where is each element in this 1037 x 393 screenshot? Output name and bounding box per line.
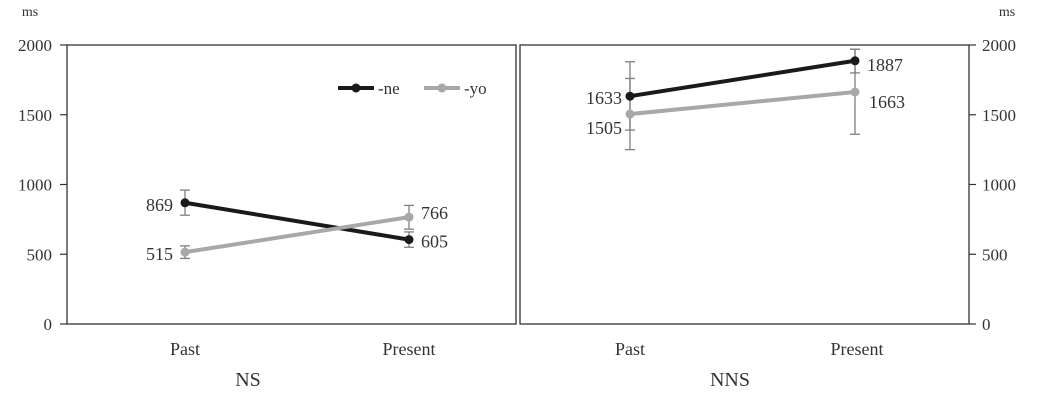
left-y-tick-label: 1000 — [18, 176, 52, 195]
nns-ne-data-label: 1633 — [586, 88, 622, 108]
left-y-tick-label: 1500 — [18, 106, 52, 125]
left-y-unit: ms — [22, 5, 38, 20]
left-x-tick-past: Past — [170, 339, 200, 359]
legend: -ne -yo — [338, 79, 487, 98]
nns-yo-data-label: 1663 — [869, 92, 905, 112]
right-y-tick-label: 0 — [982, 315, 991, 334]
right-y-unit: ms — [999, 5, 1015, 20]
ns-yo-data-label: 766 — [421, 203, 448, 223]
nns-ne-point — [625, 91, 635, 101]
ns-yo-point — [404, 212, 414, 222]
nns-yo-data-label: 1505 — [586, 118, 622, 138]
left-y-tick-label: 0 — [44, 315, 53, 334]
ns-yo-data-label: 515 — [146, 244, 173, 264]
legend-yo-label: -yo — [464, 79, 487, 98]
right-x-tick-past: Past — [615, 339, 645, 359]
right-group-label: NNS — [710, 369, 750, 391]
nns-yo-series-line — [628, 90, 857, 117]
legend-yo-marker — [437, 83, 447, 93]
ns-ne-data-label: 605 — [421, 232, 448, 252]
left-y-tick-label: 2000 — [18, 36, 52, 55]
legend-ne-label: -ne — [378, 79, 400, 98]
nns-ne-series-line — [628, 58, 857, 99]
nns-yo-point — [625, 109, 635, 119]
right-y-tick-label: 1500 — [982, 106, 1016, 125]
ns-ne-data-label: 869 — [146, 195, 173, 215]
nns-ne-point — [850, 56, 860, 66]
nns-ne-data-label: 1887 — [867, 55, 903, 75]
right-y-tick-label: 1000 — [982, 176, 1016, 195]
right-y-tick-label: 2000 — [982, 36, 1016, 55]
right-panel-frame — [519, 44, 970, 325]
ns-ne-point — [180, 198, 190, 208]
nns-yo-point — [850, 87, 860, 97]
left-y-tick-label: 500 — [27, 245, 53, 264]
legend-ne-marker — [351, 83, 361, 93]
ns-yo-series-line — [183, 215, 411, 255]
ns-ne-point — [404, 235, 414, 245]
right-y-tick-label: 500 — [982, 245, 1008, 264]
left-group-label: NS — [235, 369, 261, 391]
ns-ne-series-line — [183, 200, 411, 242]
right-x-tick-present: Present — [831, 339, 884, 359]
left-x-tick-present: Present — [383, 339, 436, 359]
ns-yo-point — [180, 247, 190, 257]
